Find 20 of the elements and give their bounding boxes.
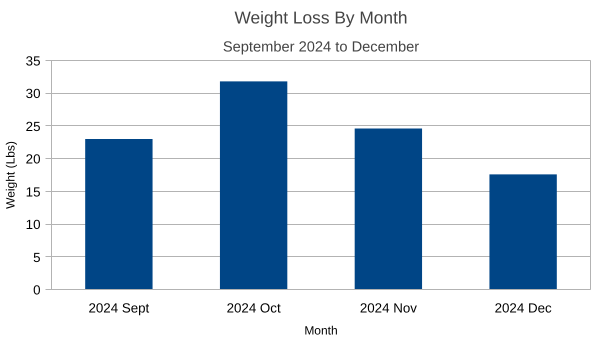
chart-title: Weight Loss By Month [234, 8, 408, 28]
y-tick-label: 20 [26, 152, 41, 167]
y-tick-label: 30 [26, 86, 41, 102]
y-tick-label: 5 [33, 250, 41, 265]
x-tick-label: 2024 Dec [494, 300, 552, 316]
y-tick-label: 0 [33, 282, 41, 298]
y-tick-label: 15 [26, 184, 41, 200]
bar [85, 139, 153, 290]
x-axis-title: Month [304, 324, 338, 338]
y-tick-label: 10 [26, 217, 41, 232]
x-tick-label: 2024 Sept [88, 300, 150, 316]
bar [354, 128, 422, 290]
x-tick-label: 2024 Nov [360, 300, 418, 316]
chart-subtitle: September 2024 to December [222, 40, 420, 56]
bar [489, 174, 557, 290]
x-tick-label: 2024 Oct [226, 300, 281, 316]
y-tick-label: 35 [26, 54, 41, 68]
y-tick-label: 25 [26, 118, 41, 134]
bar [220, 81, 288, 290]
y-axis-title: Weight (Lbs) [4, 141, 18, 209]
